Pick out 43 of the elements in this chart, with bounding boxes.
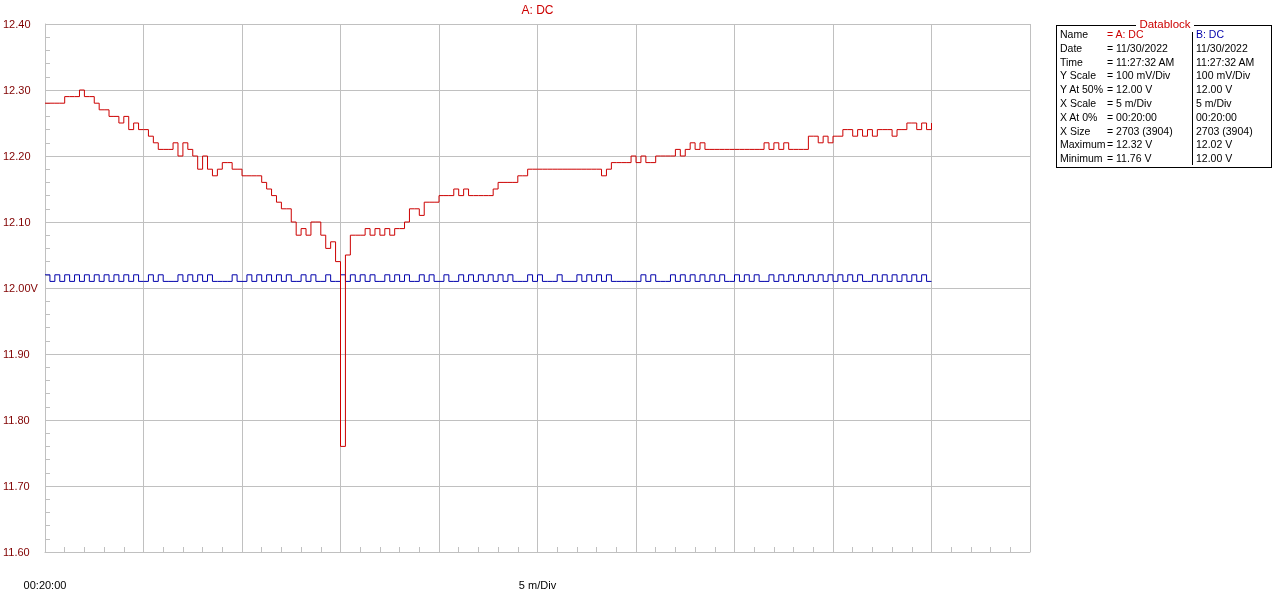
text: = 11:27:32 AM <box>1107 55 1175 69</box>
text: = 12.00 V <box>1107 83 1153 97</box>
y-tick-label: 12.20 <box>3 150 31 162</box>
text: Datablock <box>1136 18 1194 30</box>
text: 12.00 V <box>1196 152 1233 166</box>
text: Name <box>1060 28 1089 41</box>
text: 00:20:00 <box>23 579 67 591</box>
text: 2703 (3904) <box>1196 124 1253 138</box>
text: = 12.32 V <box>1107 138 1153 152</box>
text: 5 m/Div <box>1196 97 1232 110</box>
text: Y At 50% <box>1060 83 1104 97</box>
text: = 2703 (3904) <box>1107 124 1173 138</box>
y-tick-label: 12.40 <box>3 18 31 30</box>
text: 12.02 V <box>1196 138 1233 152</box>
text: Date <box>1060 41 1083 55</box>
chart-title: A: DC <box>521 3 554 17</box>
y-tick-label: 11.90 <box>3 348 30 360</box>
y-tick-label: 11.70 <box>3 480 30 492</box>
y-tick-label: 12.10 <box>3 216 31 228</box>
text: = 00:20:00 <box>1107 110 1157 124</box>
text: X At 0% <box>1060 110 1098 124</box>
text: 11/30/2022 <box>1196 41 1248 55</box>
text: = 5 m/Div <box>1107 97 1152 110</box>
text: = 11/30/2022 <box>1107 41 1168 55</box>
x-axis-title: 5 m/Div <box>518 578 557 591</box>
text: 12.00 V <box>1196 83 1233 97</box>
text: X Size <box>1060 124 1091 138</box>
text: = 11.76 V <box>1107 152 1152 166</box>
y-tick-label: 12.30 <box>3 84 31 96</box>
y-tick-label: 12.00V <box>3 282 39 294</box>
text: Y Scale <box>1060 69 1096 83</box>
text: X Scale <box>1060 97 1097 110</box>
text: 00:20:00 <box>1196 110 1237 124</box>
text: Maximum <box>1060 138 1106 152</box>
text: B: DC <box>1196 28 1225 41</box>
text: Minimum <box>1060 152 1103 166</box>
y-tick-label: 11.60 <box>3 546 30 558</box>
text: 11:27:32 AM <box>1196 55 1255 69</box>
text: 100 mV/Div <box>1196 69 1251 83</box>
text: = A: DC <box>1107 28 1144 41</box>
text: Time <box>1060 55 1083 69</box>
text: = 100 mV/Div <box>1107 69 1171 83</box>
y-tick-label: 11.80 <box>3 414 30 426</box>
